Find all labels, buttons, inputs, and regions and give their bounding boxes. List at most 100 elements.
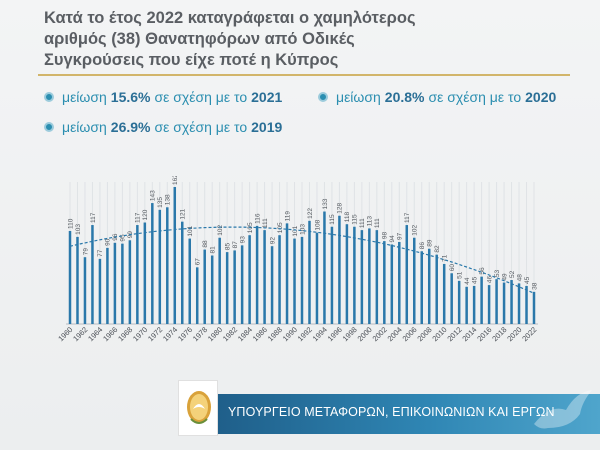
bar-2011 [450,273,453,324]
bar-1988 [278,235,281,324]
bar-1992 [308,220,311,324]
data-label-2020: 48 [516,274,523,282]
bar-1972 [158,209,162,324]
bullet-middle: σε σχέση με το [428,89,522,105]
data-label-1976: 101 [187,225,194,236]
bar-1999 [360,230,364,324]
data-label-1978: 88 [202,240,209,248]
bar-1962 [83,257,87,324]
bullet-value: 26.9% [110,119,151,135]
x-tick-label: 1960 [56,325,74,343]
bullet-dot-icon [44,92,54,102]
bar-2007 [420,251,423,324]
stat-bullet-2020: μείωση 20.8% σε σχέση με το 2020 [318,89,560,105]
bullet-middle: σε σχέση με το [154,119,248,135]
bullet-year: 2020 [525,89,557,105]
x-tick-label: 1988 [266,325,284,343]
data-label-1985: 116 [254,213,261,224]
bar-2016 [487,285,491,324]
data-label-2018: 49 [501,273,508,281]
data-label-1974: 162 [172,176,179,185]
data-label-1961: 103 [75,224,82,235]
bar-1983 [240,245,244,324]
x-tick-label: 2006 [401,325,419,343]
bar-1966 [113,242,117,324]
bar-1974 [173,186,177,324]
data-label-1997: 118 [344,211,351,222]
data-label-2010: 71 [441,254,448,262]
data-label-1987: 92 [269,237,276,245]
bar-1968 [128,240,132,324]
data-label-1994: 133 [322,198,329,209]
bar-2009 [435,254,438,324]
bar-1991 [300,236,304,324]
x-tick-label: 2014 [460,325,478,343]
x-tick-label: 2004 [386,325,404,343]
bullet-prefix: μείωση [336,89,381,105]
bar-1979 [210,255,214,324]
bullet-prefix: μείωση [62,119,107,135]
data-label-1960: 110 [67,218,74,229]
data-label-2017: 53 [494,270,501,278]
title-line-2: αριθμός (38) Θανατηφόρων από Οδικές [44,30,355,48]
data-label-2008: 89 [427,239,434,247]
bar-2003 [390,244,394,324]
bar-2018 [502,282,506,324]
bar-1981 [225,252,229,324]
data-label-1983: 93 [239,236,246,244]
x-tick-label: 1966 [101,325,119,343]
data-label-2011: 60 [449,264,456,272]
data-label-2002: 98 [382,232,389,240]
x-tick-label: 2000 [356,325,374,343]
bar-2012 [457,280,461,324]
bar-1963 [91,225,94,324]
data-label-1980: 102 [217,225,224,236]
bar-2008 [427,248,431,324]
stat-bullet-2019: μείωση 26.9% σε σχέση με το 2019 [44,119,286,135]
title-line-1: Κατά το έτος 2022 καταγράφεται ο χαμηλότ… [44,9,416,27]
x-tick-label: 2010 [430,325,448,343]
data-label-2022: 38 [531,282,538,290]
bar-1984 [248,235,251,324]
data-label-1970: 120 [142,209,149,220]
data-label-1996: 128 [337,203,344,214]
bar-1980 [218,237,221,324]
x-tick-label: 1978 [191,325,209,343]
bar-1997 [345,224,349,324]
data-label-2003: 94 [389,235,396,243]
bar-2017 [495,279,498,324]
bar-1976 [188,238,191,324]
bullet-prefix: μείωση [62,89,107,105]
data-label-1995: 115 [329,214,336,225]
trend-line [69,226,535,294]
bar-2021 [525,285,528,324]
x-tick-label: 2022 [520,325,538,343]
bar-1982 [233,250,236,324]
data-label-2012: 51 [456,271,463,279]
data-label-1967: 95 [120,234,127,242]
bar-2015 [480,276,483,324]
bar-2004 [398,241,401,324]
bar-2019 [510,280,513,324]
data-label-1991: 103 [299,224,306,235]
bar-1967 [121,243,124,324]
data-label-2004: 97 [397,232,404,240]
bullet-value: 15.6% [110,89,151,105]
data-label-1989: 119 [284,211,291,222]
x-tick-label: 1986 [251,325,269,343]
data-label-2019: 52 [509,270,516,278]
x-tick-label: 1982 [221,325,239,343]
bullet-year: 2019 [251,119,283,135]
bullet-value: 20.8% [384,89,425,105]
bar-1996 [338,215,341,324]
bar-1977 [195,267,199,324]
data-label-1990: 101 [292,225,299,236]
bullet-year: 2021 [251,89,283,105]
x-tick-label: 1984 [236,325,254,343]
bar-2010 [442,263,446,324]
x-tick-label: 1968 [116,325,134,343]
title-divider [38,74,570,76]
x-tick-label: 1974 [161,325,179,343]
x-tick-label: 1992 [296,325,314,343]
data-label-2009: 82 [434,245,441,253]
